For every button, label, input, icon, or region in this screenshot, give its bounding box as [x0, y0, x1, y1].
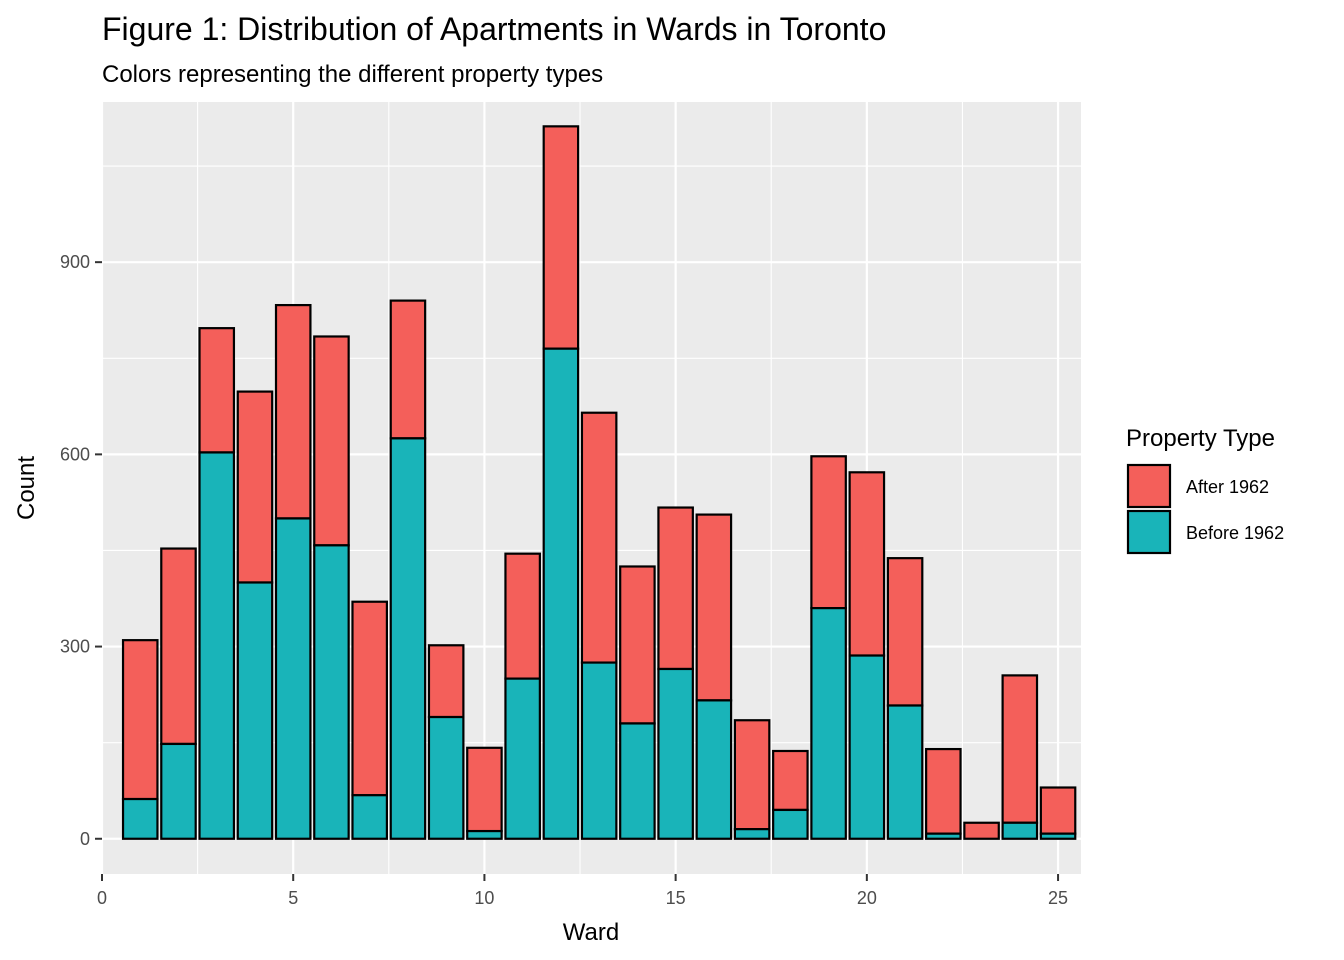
bar-before-1962 [427, 715, 465, 840]
x-axis-title: Ward [563, 919, 619, 946]
x-axis-ticks: 0 5 10 15 20 25 [97, 874, 1068, 908]
bar-after-1962 [389, 299, 427, 440]
y-tick-label: 0 [80, 829, 90, 849]
bar-before-1962 [121, 797, 159, 840]
bar-before-1962 [925, 832, 962, 840]
bar-after-1962 [198, 327, 236, 454]
bar-after-1962 [925, 747, 962, 835]
bar-after-1962 [351, 600, 389, 797]
bar-after-1962 [580, 411, 618, 664]
bar-before-1962 [274, 517, 312, 840]
bar-after-1962 [848, 471, 886, 657]
bar-before-1962 [542, 347, 580, 840]
bar-before-1962 [504, 677, 541, 840]
chart-title: Figure 1: Distribution of Apartments in … [102, 11, 886, 47]
x-tick-label: 20 [857, 888, 877, 908]
bar-before-1962 [160, 742, 197, 840]
bar-before-1962 [236, 581, 274, 840]
bar-after-1962 [886, 557, 924, 707]
bar-after-1962 [466, 746, 503, 833]
y-tick-label: 600 [60, 444, 90, 464]
y-tick-label: 300 [60, 637, 90, 657]
legend-title: Property Type [1126, 425, 1275, 452]
bar-after-1962 [1001, 674, 1039, 824]
bar-after-1962 [1039, 786, 1077, 835]
bar-after-1962 [963, 821, 1000, 840]
chart-subtitle: Colors representing the different proper… [102, 61, 603, 88]
bar-after-1962 [810, 455, 847, 610]
y-axis-title: Count [13, 456, 40, 520]
legend-label: Before 1962 [1186, 523, 1284, 543]
bar-before-1962 [848, 654, 886, 840]
bar-before-1962 [733, 828, 771, 840]
bar-before-1962 [580, 661, 618, 840]
bar-after-1962 [236, 390, 274, 584]
bar-before-1962 [389, 437, 427, 840]
x-tick-label: 5 [288, 888, 298, 908]
bar-before-1962 [772, 808, 809, 840]
bar-before-1962 [313, 544, 350, 840]
bar-before-1962 [619, 722, 656, 840]
x-tick-label: 0 [97, 888, 107, 908]
bar-after-1962 [121, 639, 159, 801]
bar-after-1962 [772, 749, 809, 812]
bar-before-1962 [466, 829, 503, 840]
bar-before-1962 [351, 794, 389, 840]
x-tick-label: 15 [666, 888, 686, 908]
legend-key [1126, 463, 1172, 509]
bar-before-1962 [810, 607, 847, 840]
bar-after-1962 [695, 513, 733, 702]
bar-after-1962 [733, 719, 771, 831]
bar-before-1962 [695, 699, 733, 840]
legend-key [1126, 509, 1172, 555]
bar-before-1962 [198, 451, 236, 840]
bar-after-1962 [504, 552, 541, 680]
bar-after-1962 [619, 565, 656, 725]
x-tick-label: 25 [1048, 888, 1068, 908]
bar-after-1962 [313, 335, 350, 547]
y-tick-label: 900 [60, 252, 90, 272]
bar-after-1962 [657, 506, 694, 671]
bar-before-1962 [657, 667, 694, 840]
bar-after-1962 [160, 547, 197, 746]
legend-label: After 1962 [1186, 477, 1269, 497]
bar-before-1962 [1001, 821, 1039, 840]
bar-after-1962 [274, 303, 312, 520]
bar-after-1962 [427, 644, 465, 719]
y-axis-ticks: 0 300 600 900 [60, 252, 102, 849]
legend: Property Type After 1962 Before 1962 [1126, 425, 1284, 555]
bars [121, 125, 1077, 840]
x-tick-label: 10 [474, 888, 494, 908]
bar-after-1962 [542, 125, 580, 350]
bar-before-1962 [1039, 832, 1077, 840]
bar-before-1962 [886, 704, 924, 840]
